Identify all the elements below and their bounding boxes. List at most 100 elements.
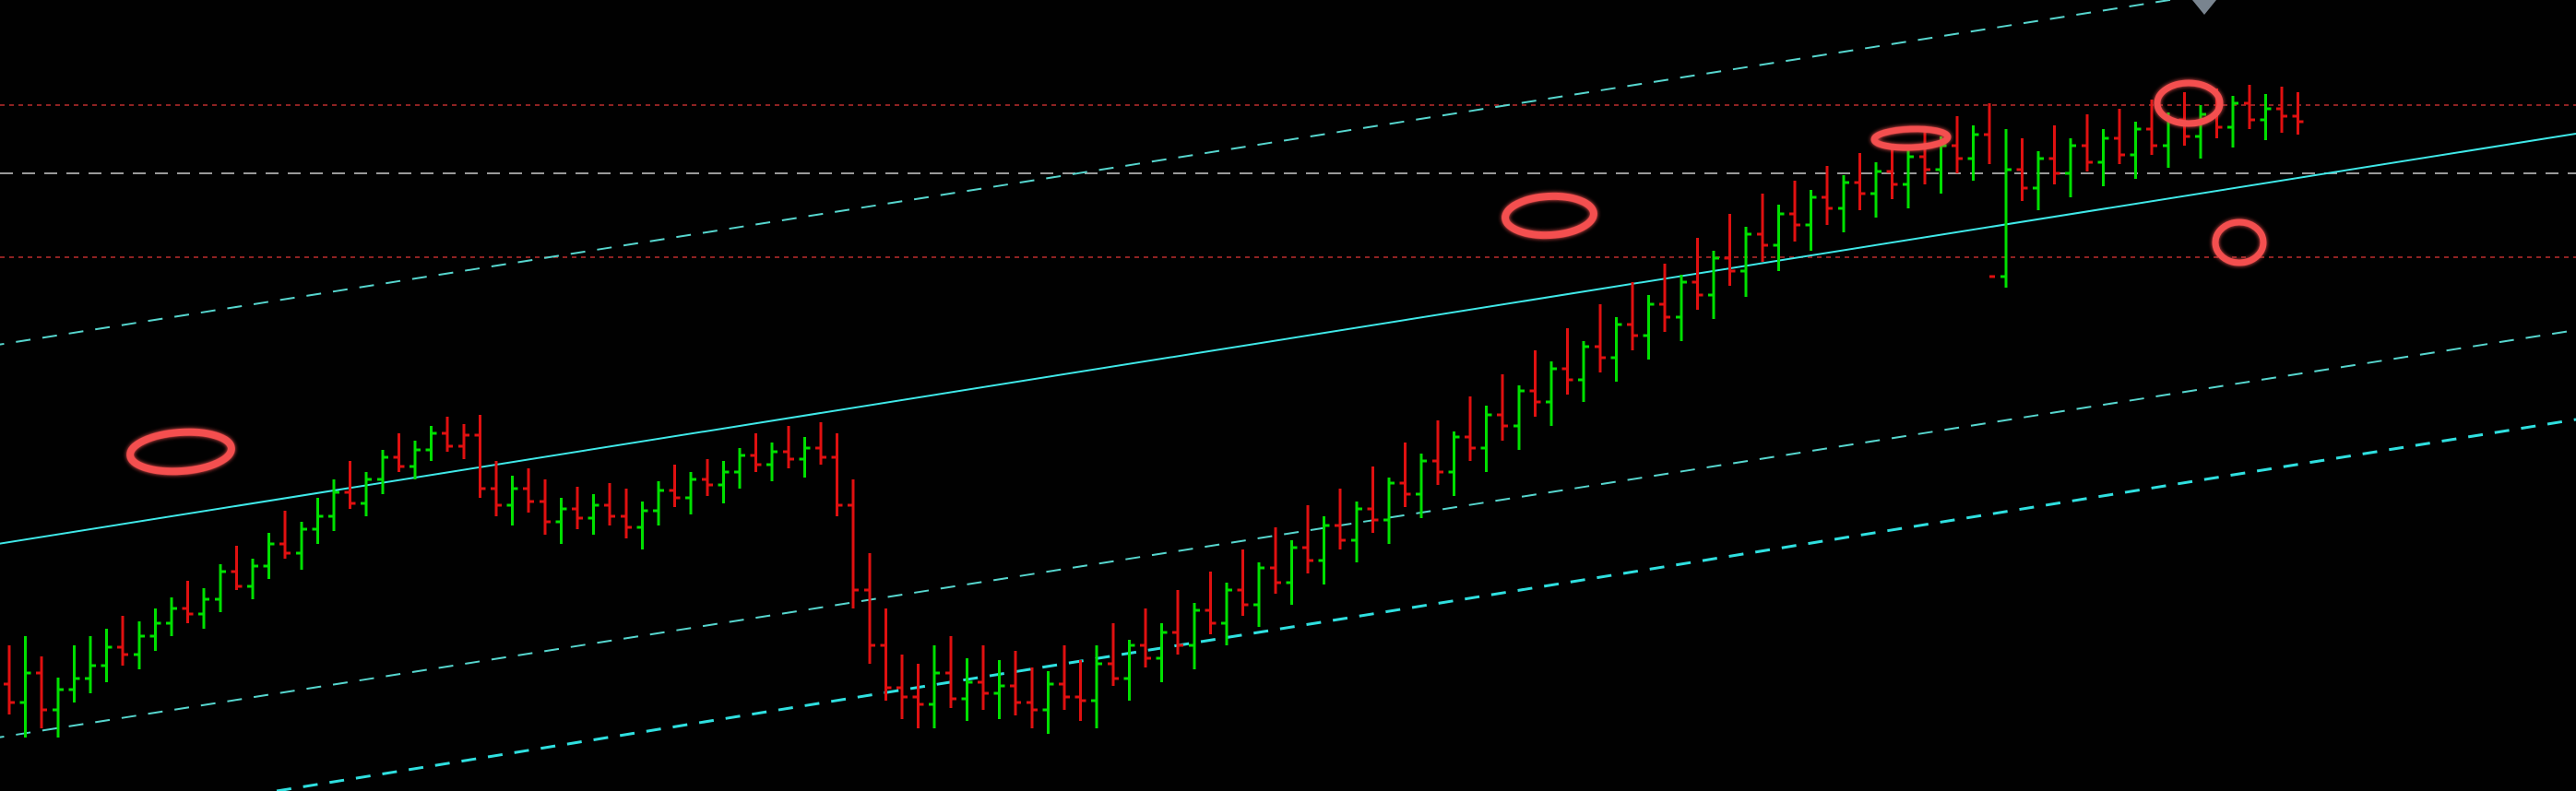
channel-line-upper-channel-bottom — [0, 329, 2576, 738]
ohlc-bar — [149, 608, 161, 651]
ohlc-bar — [2195, 105, 2206, 159]
ohlc-bar — [620, 489, 632, 538]
ohlc-bar — [1724, 214, 1736, 286]
annotation-ellipses[interactable] — [126, 79, 2267, 476]
ohlc-bar — [993, 660, 1005, 719]
ohlc-bar — [1302, 505, 1313, 573]
ohlc-bar — [457, 424, 469, 459]
ohlc-bar — [1610, 317, 1622, 382]
ohlc-bar — [1416, 454, 1428, 518]
ohlc-bar — [1286, 540, 1298, 605]
ohlc-bar — [68, 645, 80, 702]
channel-line-lower-channel-top — [276, 418, 2576, 791]
ohlc-bar — [1529, 350, 1541, 417]
chart-cursor-triangle-icon — [2192, 0, 2216, 15]
ohlc-bar — [2114, 109, 2125, 164]
ohlc-bar — [1269, 527, 1281, 594]
ohlc-bar — [1708, 251, 1719, 319]
ohlc-bar — [1107, 623, 1119, 686]
ohlc-bar — [978, 645, 989, 710]
ohlc-bar — [1805, 190, 1817, 251]
ohlc-bar — [1578, 341, 1590, 402]
ohlc-bar — [1594, 304, 1606, 372]
ohlc-bar — [1870, 162, 1882, 218]
ohlc-bar — [1383, 478, 1395, 544]
ohlc-bar — [1480, 406, 1492, 472]
ohlc-bar — [1367, 466, 1379, 533]
ohlc-bar — [231, 546, 243, 590]
ohlc-bar — [588, 494, 599, 535]
channel-line-upper-channel-mid — [0, 133, 2576, 545]
ohlc-bar — [1497, 374, 1509, 441]
ohlc-bar — [2292, 92, 2304, 135]
ohlc-bar — [2260, 94, 2272, 140]
ohlc-bar — [376, 450, 388, 494]
ohlc-bar — [1659, 264, 1671, 332]
ohlc-bar — [2276, 87, 2287, 133]
annotation-ellipse-annot-2[interactable] — [1502, 192, 1597, 240]
ohlc-bar — [1042, 671, 1054, 734]
ohlc-bar — [1140, 608, 1151, 667]
ohlc-bar — [1123, 640, 1135, 701]
annotation-ellipse-annot-1[interactable] — [126, 428, 235, 476]
ohlc-bar — [1318, 516, 1330, 584]
annotation-ellipse-annot-3[interactable] — [1870, 125, 1952, 151]
ohlc-bar — [1546, 361, 1557, 426]
ohlc-bar — [880, 608, 892, 701]
ohlc-bar — [263, 533, 275, 579]
ohlc-bar — [2227, 96, 2239, 148]
ohlc-bar — [2016, 138, 2028, 201]
ohlc-bar — [19, 636, 31, 738]
ohlc-bar — [425, 426, 437, 461]
ohlc-bar — [1740, 227, 1752, 297]
ohlc-bar — [799, 437, 811, 478]
ohlc-bar — [1967, 125, 1979, 181]
ohlc-bar — [295, 522, 307, 570]
annotation-ellipse-annot-4[interactable] — [2154, 79, 2224, 127]
ohlc-bar — [1074, 660, 1086, 721]
ohlc-bar — [2097, 129, 2109, 186]
ohlc-bar — [328, 479, 339, 531]
ohlc-bar — [815, 422, 826, 465]
ohlc-bar — [1513, 385, 1525, 450]
ohlc-bar — [1253, 562, 1265, 627]
ohlc-bar — [279, 511, 291, 559]
ohlc-bar — [1789, 181, 1800, 242]
channel-line-upper-channel-top — [0, 0, 2176, 346]
ohlc-bar — [491, 461, 502, 516]
ohlc-bar — [312, 498, 324, 544]
ohlc-bar — [2243, 85, 2255, 129]
ohlc-bar — [247, 559, 258, 599]
ohlc-bar — [831, 433, 843, 516]
ohlc-bar — [1465, 396, 1476, 461]
ohlc-bar — [2033, 151, 2044, 210]
ohlc-bar — [1205, 572, 1217, 634]
ohlc-bar — [2146, 100, 2158, 155]
ohlc-bar — [1561, 328, 1573, 395]
ohlc-bar — [701, 459, 713, 496]
ohlc-bar — [166, 597, 177, 636]
ohlc-bar — [1026, 667, 1038, 728]
ohlc-bar — [1627, 282, 1638, 350]
ohlc-bar — [1091, 645, 1103, 728]
ohlc-bar — [718, 461, 730, 503]
ohlc-bar — [896, 655, 908, 719]
ohlc-bar — [52, 678, 64, 738]
ohlc-bar — [766, 443, 778, 481]
ohlc-bar — [539, 479, 551, 535]
ohlc-bar — [523, 468, 535, 513]
ohlc-bar — [1984, 103, 1996, 278]
ohlc-bar — [474, 415, 486, 498]
ohlc-bar — [1756, 194, 1768, 262]
ohlc-bar — [848, 479, 860, 608]
ohlc-bar — [1188, 603, 1200, 669]
ohlc-bar — [604, 483, 616, 525]
ohlc-bar — [653, 481, 664, 525]
ohlc-bar — [1237, 549, 1249, 616]
ohlc-bar — [1156, 623, 1168, 682]
annotation-ellipse-annot-5[interactable] — [2212, 218, 2267, 266]
ohlc-bar — [750, 433, 762, 472]
